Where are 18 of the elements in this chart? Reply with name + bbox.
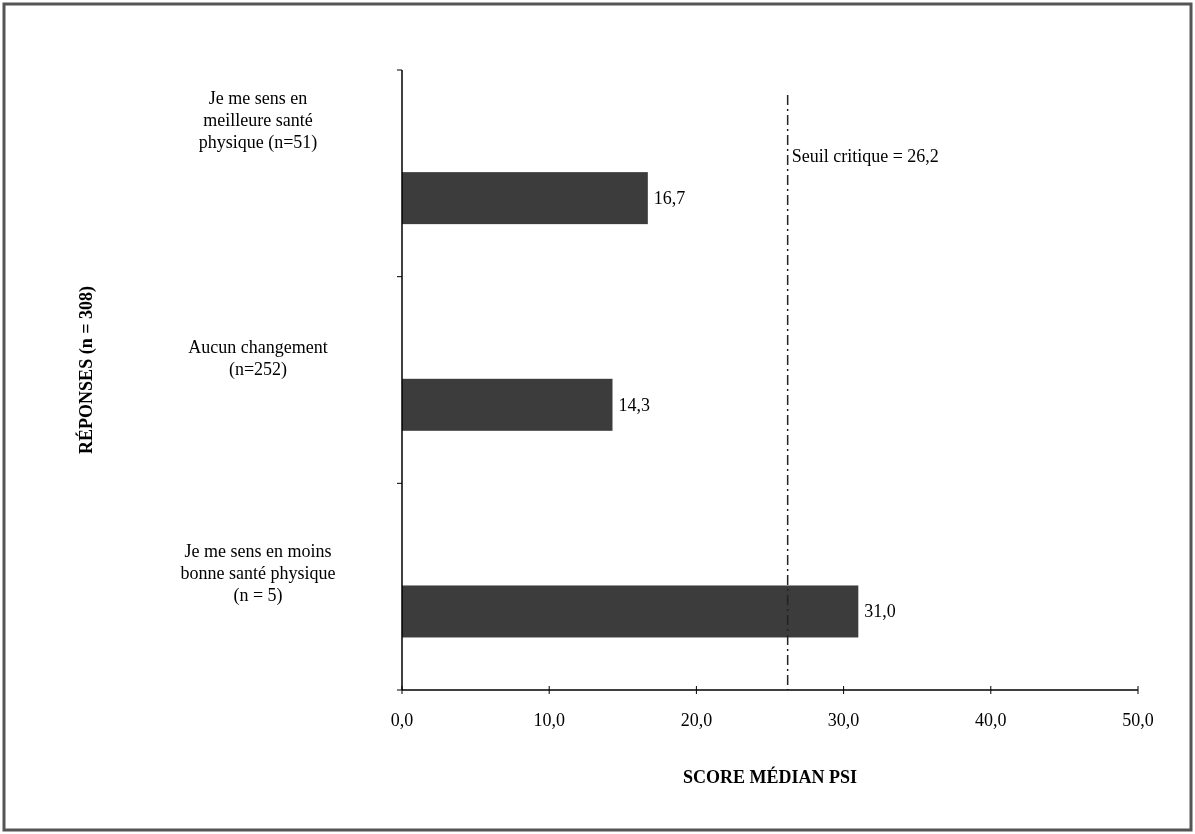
- y-tick-label: Aucun changement (n=252): [188, 336, 328, 380]
- x-tick-label: 30,0: [827, 710, 860, 730]
- y-axis-title: RÉPONSES (n = 308): [75, 286, 97, 454]
- y-tick-label: Je me sens en meilleure santé physique (n=51): [198, 88, 318, 154]
- x-tick-label: 50,0: [1122, 710, 1154, 730]
- x-tick-label: 10,0: [533, 710, 565, 730]
- x-tick-label: 0,0: [390, 710, 414, 730]
- x-tick-label: 20,0: [680, 710, 713, 730]
- x-tick-label: 40,0: [975, 710, 1007, 730]
- y-tick-label: Je me sens en moins bonne santé physique (n = 5): [180, 541, 336, 607]
- ref-line-label: Seuil critique = 26,2: [791, 146, 939, 166]
- data-label: 16,7: [653, 188, 686, 209]
- data-label: 14,3: [618, 394, 650, 415]
- x-axis-title: SCORE MÉDIAN PSI: [682, 766, 858, 787]
- bar: [402, 378, 613, 431]
- bar: [402, 172, 648, 225]
- bar: [402, 585, 859, 638]
- data-label: 31,0: [864, 601, 896, 622]
